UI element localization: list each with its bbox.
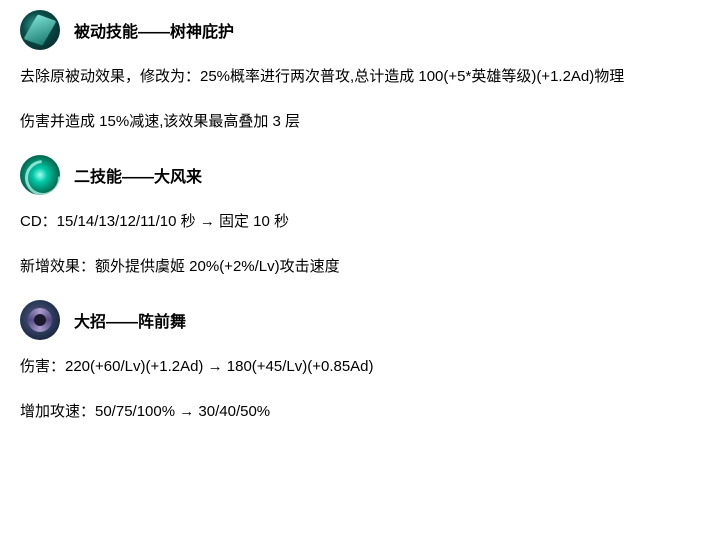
skill-block: 大招——阵前舞伤害：220(+60/Lv)(+1.2Ad) → 180(+45/… bbox=[20, 300, 684, 423]
skill-desc-line: 去除原被动效果，修改为：25%概率进行两次普攻,总计造成 100(+5*英雄等级… bbox=[20, 66, 684, 89]
skill-block: 二技能——大风来 CD：15/14/13/12/11/10 秒 → 固定 10 秒… bbox=[20, 155, 684, 278]
skill-title: 被动技能——树神庇护 bbox=[74, 18, 234, 42]
skill-icon bbox=[20, 155, 60, 195]
skill-header: 被动技能——树神庇护 bbox=[20, 10, 684, 50]
patch-notes: 被动技能——树神庇护去除原被动效果，修改为：25%概率进行两次普攻,总计造成 1… bbox=[20, 10, 684, 423]
skill-header: 大招——阵前舞 bbox=[20, 300, 684, 340]
skill-title: 二技能——大风来 bbox=[74, 163, 202, 187]
skill-desc-line: 增加攻速：50/75/100% → 30/40/50% bbox=[20, 401, 684, 424]
skill-desc-line: 伤害：220(+60/Lv)(+1.2Ad) → 180(+45/Lv)(+0.… bbox=[20, 356, 684, 379]
skill-header: 二技能——大风来 bbox=[20, 155, 684, 195]
skill-desc-line: 伤害并造成 15%减速,该效果最高叠加 3 层 bbox=[20, 111, 684, 134]
skill-desc-line: 新增效果：额外提供虞姬 20%(+2%/Lv)攻击速度 bbox=[20, 256, 684, 279]
skill-desc-line: CD：15/14/13/12/11/10 秒 → 固定 10 秒 bbox=[20, 211, 684, 234]
skill-icon bbox=[20, 300, 60, 340]
skill-block: 被动技能——树神庇护去除原被动效果，修改为：25%概率进行两次普攻,总计造成 1… bbox=[20, 10, 684, 133]
skill-icon bbox=[20, 10, 60, 50]
skill-title: 大招——阵前舞 bbox=[74, 308, 186, 332]
